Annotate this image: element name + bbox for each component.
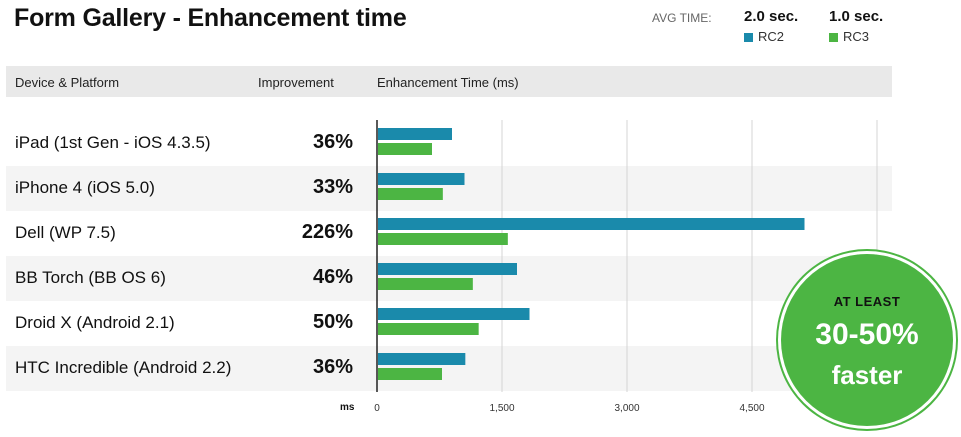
bar-rc3 [378, 323, 479, 335]
x-tick-label: 0 [374, 403, 380, 414]
bar-rc3 [378, 188, 443, 200]
axis-unit-label: ms [340, 402, 355, 413]
header-improvement: Improvement [258, 75, 334, 90]
device-label: iPhone 4 (iOS 5.0) [15, 178, 155, 197]
device-label: HTC Incredible (Android 2.2) [15, 358, 232, 377]
bar-rc2 [378, 173, 465, 185]
legend-value-rc3: 1.0 sec. [829, 8, 884, 25]
page-title: Form Gallery - Enhancement time [14, 4, 407, 32]
bar-rc3 [378, 278, 473, 290]
header-time: Enhancement Time (ms) [377, 75, 519, 90]
improvement-value: 46% [312, 266, 353, 288]
legend-swatch-rc2 [744, 33, 753, 42]
legend-swatch-rc3 [829, 33, 838, 42]
bar-rc2 [378, 218, 805, 230]
x-tick-label: 3,000 [614, 403, 640, 414]
legend-series-rc3: RC3 [843, 29, 870, 44]
bar-rc2 [378, 353, 466, 365]
legend-item-rc3: 1.0 sec. RC3 [829, 8, 883, 44]
improvement-value: 36% [312, 131, 353, 153]
badge-top-text: AT LEAST [833, 294, 901, 309]
bar-rc2 [378, 263, 517, 275]
improvement-value: 33% [312, 176, 353, 198]
improvement-value: 50% [312, 311, 353, 333]
device-label: BB Torch (BB OS 6) [15, 268, 166, 287]
improvement-value: 36% [312, 356, 353, 378]
device-label: Dell (WP 7.5) [15, 223, 116, 242]
legend-value-rc2: 2.0 sec. [744, 8, 799, 25]
legend-label: AVG TIME: [652, 11, 712, 25]
device-label: iPad (1st Gen - iOS 4.3.5) [15, 133, 211, 152]
speed-badge: AT LEAST 30-50% faster [781, 254, 953, 426]
legend-series-rc2: RC2 [758, 29, 785, 44]
x-tick-label: 1,500 [489, 403, 515, 414]
bar-rc3 [378, 233, 508, 245]
device-label: Droid X (Android 2.1) [15, 313, 175, 332]
badge-sub-text: faster [831, 360, 903, 390]
bar-rc3 [378, 143, 432, 155]
badge-percent-text: 30-50% [815, 318, 919, 351]
header-device: Device & Platform [15, 75, 120, 90]
x-tick-label: 4,500 [739, 403, 765, 414]
legend-item-rc2: 2.0 sec. RC2 [744, 8, 798, 44]
bar-rc2 [378, 128, 452, 140]
table-header-bar [6, 66, 892, 97]
bar-rc3 [378, 368, 442, 380]
improvement-value: 226% [301, 221, 353, 243]
bar-rc2 [378, 308, 530, 320]
